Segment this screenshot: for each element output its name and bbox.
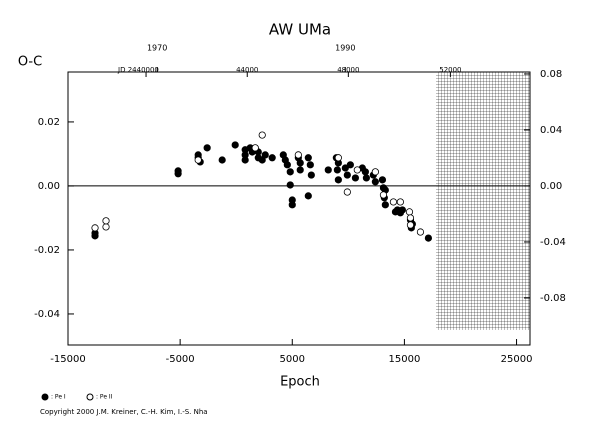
- jd-tick-label: JD 2440000: [117, 66, 159, 74]
- point: [91, 224, 99, 232]
- point: [286, 168, 294, 176]
- y-tick-label: 0.02: [38, 117, 60, 128]
- year-tick-label: 1990: [335, 44, 355, 53]
- point: [194, 156, 202, 164]
- point: [362, 174, 370, 182]
- y-axis-title: O-C: [18, 55, 42, 70]
- point: [296, 159, 304, 167]
- point: [379, 191, 388, 199]
- point: [306, 161, 314, 169]
- point: [353, 166, 361, 174]
- x-tick-label: -15000: [50, 354, 85, 365]
- copyright: Copyright 2000 J.M. Kreiner, C.-H. Kim, …: [40, 408, 208, 416]
- legend-marker: [86, 393, 94, 401]
- point: [203, 144, 211, 152]
- point: [288, 201, 296, 209]
- y2-tick-label: -0.04: [540, 237, 566, 248]
- point: [346, 161, 354, 169]
- point: [102, 217, 110, 225]
- x-tick-label: 15000: [389, 354, 421, 365]
- point: [406, 214, 415, 222]
- point: [268, 154, 276, 162]
- x-tick-label: 25000: [501, 354, 533, 365]
- legend-label: : Pe II: [96, 394, 113, 401]
- point: [304, 154, 312, 162]
- x-axis-title: Epoch: [280, 375, 320, 390]
- point: [396, 198, 404, 206]
- year-tick-label: 1970: [147, 44, 167, 53]
- point: [324, 166, 332, 174]
- y2-tick-label: 0.08: [540, 69, 562, 80]
- point: [218, 156, 226, 164]
- point: [102, 223, 110, 231]
- jd-tick-label: 52000: [439, 66, 461, 74]
- point: [343, 188, 351, 196]
- y-tick-label: 0.00: [38, 181, 60, 192]
- point: [91, 232, 99, 240]
- point: [334, 176, 342, 184]
- point: [371, 178, 379, 186]
- y-tick-label: -0.02: [34, 245, 60, 256]
- y2-tick-label: -0.08: [540, 293, 566, 304]
- point: [424, 234, 433, 242]
- jd-tick-label: 44000: [236, 66, 258, 74]
- point: [294, 151, 302, 159]
- point: [307, 171, 315, 179]
- legend-label: : Pe I: [51, 394, 66, 401]
- point: [283, 161, 291, 169]
- point: [371, 168, 379, 176]
- point: [341, 164, 349, 172]
- chart-title: AW UMa: [269, 21, 331, 39]
- legend-marker: [41, 393, 49, 401]
- future-region: [436, 72, 530, 330]
- point: [296, 166, 304, 174]
- plot-frame: [67, 71, 531, 346]
- point: [286, 181, 294, 189]
- point: [416, 228, 425, 236]
- point: [231, 141, 239, 149]
- point: [378, 176, 387, 184]
- point: [241, 156, 249, 164]
- point: [389, 198, 398, 206]
- point: [343, 171, 351, 179]
- x-tick-label: -5000: [166, 354, 195, 365]
- jd-tick-label: 48000: [337, 66, 359, 74]
- point: [251, 144, 259, 152]
- point: [258, 131, 266, 139]
- y2-tick-label: 0.00: [540, 181, 562, 192]
- y-tick-label: -0.04: [34, 309, 60, 320]
- x-tick-label: 5000: [280, 354, 305, 365]
- point: [334, 154, 342, 162]
- point: [405, 208, 414, 216]
- point: [406, 221, 415, 229]
- point: [261, 151, 269, 159]
- point: [174, 170, 182, 178]
- point: [351, 174, 360, 182]
- y2-tick-label: 0.04: [540, 125, 562, 136]
- point: [304, 192, 312, 200]
- point: [381, 201, 389, 209]
- point: [361, 168, 369, 176]
- point: [398, 206, 406, 214]
- point: [333, 166, 341, 174]
